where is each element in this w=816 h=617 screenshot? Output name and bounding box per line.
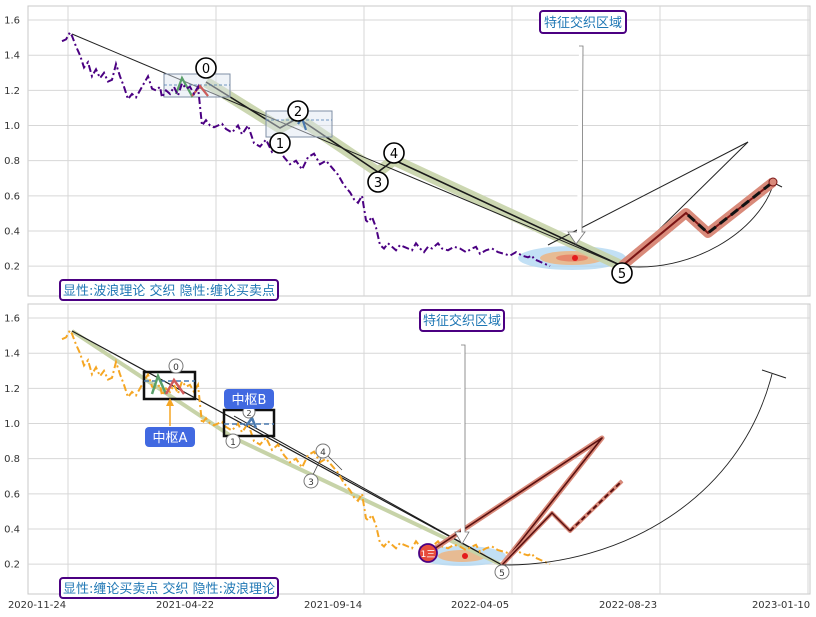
bottom-zhongshu-b-tag	[224, 389, 274, 409]
top-panel: 0.2 0.4 0.6 0.8 1.0 1.2 1.4 1.6 0 1 2 3 4 5	[4, 5, 811, 301]
y-tick-label: 1.2	[4, 86, 20, 97]
bottom-zhongshu-a-arrowhead	[166, 398, 174, 406]
bottom-pointer-arrow	[454, 344, 470, 545]
bottom-footer-box	[59, 577, 279, 599]
bottom-future-zigzag	[501, 511, 571, 566]
y-tick-label: 1.4	[4, 51, 20, 62]
y-tick-label: 0.6	[4, 191, 20, 202]
top-wave-label-3-text: 3	[374, 176, 382, 191]
top-wave-label-4-text: 4	[390, 147, 398, 162]
top-wave-label-3: 3	[367, 171, 389, 193]
top-annotation-box	[539, 10, 627, 34]
y-tick-label: 1.6	[4, 314, 20, 325]
top-interweave-dot	[572, 255, 578, 261]
top-trend-line	[71, 33, 623, 267]
bottom-mini-zigzag-a2	[164, 377, 186, 395]
x-tick-label: 2021-04-22	[156, 600, 214, 611]
top-price-series	[61, 30, 551, 268]
bottom-plot-area	[27, 303, 811, 595]
y-tick-label: 0.8	[4, 156, 20, 167]
y-tick-label: 0.6	[4, 489, 20, 500]
top-wave-label-5-text: 5	[618, 267, 626, 282]
bottom-annotation-box	[419, 309, 505, 332]
top-y-ticks: 0.2 0.4 0.6 0.8 1.0 1.2 1.4 1.6	[4, 16, 20, 273]
top-wave-label-2-text: 2	[294, 105, 302, 120]
y-tick-label: 1.6	[4, 16, 20, 27]
y-tick-label: 0.2	[4, 262, 20, 273]
top-grid	[28, 6, 810, 296]
x-tick-label: 2021-09-14	[304, 600, 362, 611]
top-projection-curve	[621, 181, 775, 268]
bottom-mini-zigzag-a	[150, 372, 168, 395]
y-tick-label: 0.2	[4, 560, 20, 571]
x-tick-label: 2023-01-10	[752, 600, 810, 611]
top-future-path	[621, 181, 774, 267]
top-footer-text: 显性:波浪理论 交织 隐性:缠论买卖点	[63, 283, 275, 299]
bottom-future-up	[427, 437, 603, 566]
bottom-zhongshu-b-label: 中枢B	[232, 393, 267, 408]
bottom-wave-label-1: 1	[225, 433, 241, 449]
x-tick-label: 2022-08-23	[599, 600, 657, 611]
top-annotation-title: 特征交织区域	[544, 15, 622, 31]
x-tick-label: 2020-11-24	[8, 600, 66, 611]
bottom-mini-zigzag-b	[245, 415, 258, 429]
bottom-zhongshu-a-tag	[145, 427, 195, 447]
bottom-projection-curve	[501, 373, 773, 566]
bottom-trend-line-2	[233, 415, 503, 566]
bottom-zhongshu-a-label: 中枢A	[153, 431, 188, 446]
bottom-y-ticks: 0.2 0.4 0.6 0.8 1.0 1.2 1.4 1.6	[4, 314, 20, 571]
bottom-interweave-dot	[462, 553, 468, 559]
top-wave-label-1-text: 1	[276, 137, 284, 152]
y-tick-label: 1.0	[4, 419, 20, 430]
bottom-price-series	[61, 328, 551, 566]
top-wave-label-2: 2	[287, 100, 309, 122]
top-mini-zigzag-a2	[191, 84, 209, 97]
y-tick-label: 0.4	[4, 226, 20, 237]
bottom-wave-label-4: 4	[315, 443, 331, 459]
y-tick-label: 1.0	[4, 121, 20, 132]
bottom-wave-label-2-text: 2	[246, 409, 251, 418]
y-tick-label: 1.4	[4, 349, 20, 360]
top-wave-label-5: 5	[611, 262, 633, 284]
y-tick-label: 0.8	[4, 454, 20, 465]
bottom-wave-label-0-text: 0	[173, 363, 179, 373]
bottom-buy-point-marker: 1三	[418, 543, 438, 563]
top-footer-box	[59, 279, 279, 301]
top-wave-label-0-text: 0	[202, 62, 210, 77]
bottom-wave-label-4-text: 4	[320, 448, 326, 458]
bottom-buy-point-label: 1三	[421, 550, 436, 560]
bottom-wave-label-0: 0	[168, 358, 184, 374]
top-pointer-arrow	[567, 45, 586, 245]
top-wave-label-4: 4	[383, 142, 405, 164]
bottom-future-zigzag-dashed	[569, 480, 623, 532]
bottom-wave-label-5-text: 5	[499, 569, 505, 579]
x-axis-ticks: 2020-11-24 2021-04-22 2021-09-14 2022-04-05…	[8, 600, 810, 611]
top-wave-label-0: 0	[195, 57, 217, 79]
top-future-end-marker	[768, 177, 778, 187]
bottom-wave-label-1-text: 1	[230, 438, 236, 448]
y-tick-label: 0.4	[4, 524, 20, 535]
top-wave-label-1: 1	[269, 132, 291, 154]
bottom-wave-label-5: 5	[494, 564, 510, 580]
bottom-wave-label-3: 3	[303, 473, 319, 489]
top-plot-area	[27, 5, 811, 297]
bottom-projection-cap	[761, 369, 787, 379]
bottom-footer-text: 显性:缠论买卖点 交织 隐性:波浪理论	[63, 581, 275, 597]
bottom-annotation-title: 特征交织区域	[423, 313, 501, 329]
y-tick-label: 1.2	[4, 384, 20, 395]
top-zhongshu-box-a	[163, 73, 231, 98]
bottom-panel: 0.2 0.4 0.6 0.8 1.0 1.2 1.4 1.6 2020-11-24 2021-…	[4, 303, 811, 611]
top-future-path-dashed	[686, 180, 774, 235]
bottom-trend-line	[71, 330, 503, 566]
bottom-wave-label-3-text: 3	[308, 478, 314, 488]
x-tick-label: 2022-04-05	[451, 600, 509, 611]
